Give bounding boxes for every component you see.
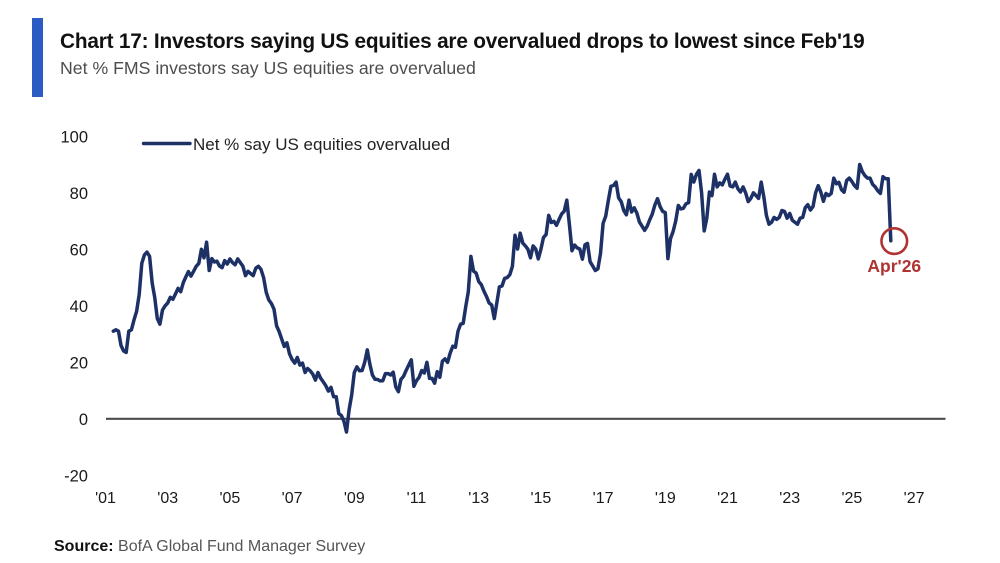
- x-tick-label: '01: [95, 490, 116, 507]
- legend-label: Net % say US equities overvalued: [193, 135, 450, 154]
- x-tick-label: '09: [344, 490, 365, 507]
- title-accent-bar: [32, 18, 43, 97]
- x-tick-label: '05: [219, 490, 240, 507]
- annotation-label: Apr'26: [867, 256, 921, 276]
- y-tick-label: 80: [70, 185, 88, 203]
- source-text: BofA Global Fund Manager Survey: [118, 537, 366, 555]
- series-line: [111, 162, 893, 434]
- x-tick-label: '25: [841, 490, 862, 507]
- y-tick-label: 20: [70, 354, 88, 372]
- y-tick-label: -20: [64, 467, 88, 485]
- y-axis-labels: 100 80 60 40 20 0 -20: [60, 128, 88, 485]
- x-tick-label: '23: [779, 490, 800, 507]
- x-tick-label: '07: [282, 490, 303, 507]
- y-tick-label: 0: [79, 411, 88, 429]
- source-note: Source: BofA Global Fund Manager Survey: [54, 538, 365, 556]
- x-tick-label: '21: [717, 490, 738, 507]
- x-tick-label: '11: [407, 490, 427, 507]
- x-axis-labels: '01 '03 '05 '07 '09 '11 '13 '15 '17 '19 '21 '23 '25 '…: [95, 490, 925, 507]
- line-chart: 100 80 60 40 20 0 -20 '01 '03 '05 '07 '09 '11 '13 '15…: [60, 128, 946, 507]
- source-prefix: Source:: [54, 537, 114, 555]
- x-tick-label: '19: [655, 490, 676, 507]
- x-tick-label: '27: [904, 490, 925, 507]
- y-tick-label: 100: [60, 128, 88, 146]
- y-tick-label: 60: [70, 241, 88, 259]
- x-tick-label: '17: [593, 490, 614, 507]
- x-tick-label: '15: [530, 490, 551, 507]
- x-tick-label: '13: [468, 490, 489, 507]
- x-tick-label: '03: [157, 490, 178, 507]
- annotation-circle: [880, 227, 909, 256]
- legend: Net % say US equities overvalued: [141, 135, 450, 154]
- chart-title: Chart 17: Investors saying US equities a…: [60, 29, 865, 53]
- chart-subtitle: Net % FMS investors say US equities are …: [60, 58, 476, 78]
- y-tick-label: 40: [70, 298, 88, 316]
